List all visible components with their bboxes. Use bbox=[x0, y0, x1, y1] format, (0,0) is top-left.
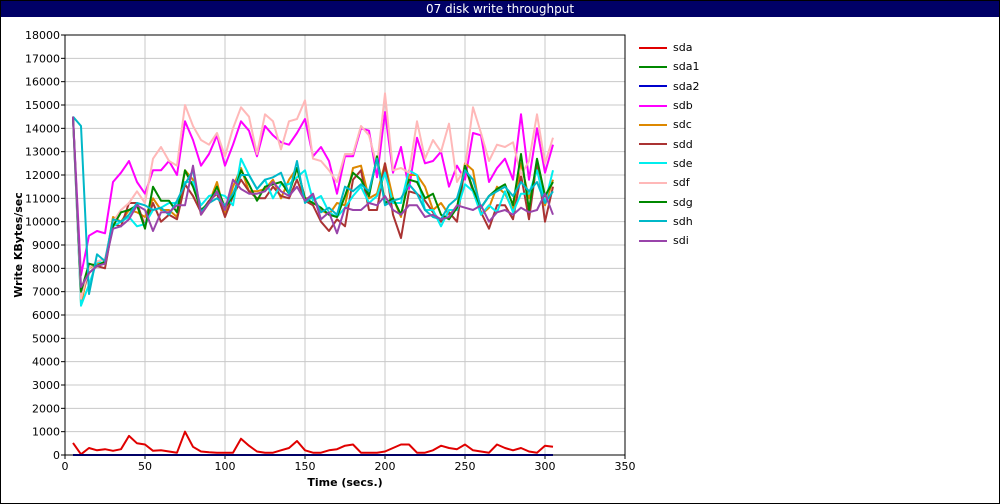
legend-label: sdd bbox=[673, 137, 693, 151]
legend-item-sda1: sda1 bbox=[639, 57, 699, 76]
series-line-sdf bbox=[72, 92, 554, 300]
y-tick-label: 10000 bbox=[25, 216, 60, 229]
legend-item-sdi: sdi bbox=[639, 231, 699, 250]
legend-item-sdf: sdf bbox=[639, 173, 699, 192]
x-tick-label: 100 bbox=[215, 460, 236, 473]
y-tick-label: 15000 bbox=[25, 99, 60, 112]
legend-swatch bbox=[639, 65, 667, 68]
x-tick-label: 150 bbox=[295, 460, 316, 473]
y-tick-label: 13000 bbox=[25, 146, 60, 159]
series-line-sda bbox=[72, 430, 554, 456]
legend-item-sdg: sdg bbox=[639, 192, 699, 211]
legend-swatch bbox=[639, 162, 667, 165]
y-tick-label: 7000 bbox=[32, 286, 60, 299]
legend: sda sda1 sda2 sdb sdc sdd sde sdf sdg sdh sdi bbox=[639, 38, 699, 250]
y-tick-label: 9000 bbox=[32, 239, 60, 252]
y-tick-label: 6000 bbox=[32, 309, 60, 322]
y-tick-label: 16000 bbox=[25, 76, 60, 89]
y-tick-label: 18000 bbox=[25, 29, 60, 42]
legend-label: sdf bbox=[673, 176, 690, 190]
y-tick-label: 1000 bbox=[32, 426, 60, 439]
y-tick-label: 12000 bbox=[25, 169, 60, 182]
legend-item-sde: sde bbox=[639, 154, 699, 173]
series-line-sdg bbox=[72, 116, 554, 293]
y-axis-label: Write KBytes/sec bbox=[12, 192, 25, 298]
y-tick-label: 3000 bbox=[32, 379, 60, 392]
legend-label: sda bbox=[673, 41, 693, 55]
x-tick-label: 0 bbox=[62, 460, 69, 473]
legend-swatch bbox=[639, 123, 667, 126]
legend-label: sdb bbox=[673, 99, 693, 113]
y-tick-label: 17000 bbox=[25, 52, 60, 65]
legend-swatch bbox=[639, 104, 667, 107]
y-tick-label: 8000 bbox=[32, 262, 60, 275]
legend-item-sdc: sdc bbox=[639, 115, 699, 134]
y-tick-label: 0 bbox=[53, 449, 60, 462]
y-tick-label: 11000 bbox=[25, 192, 60, 205]
y-tick-label: 2000 bbox=[32, 402, 60, 415]
x-tick-label: 350 bbox=[615, 460, 636, 473]
legend-item-sdb: sdb bbox=[639, 96, 699, 115]
legend-swatch bbox=[639, 143, 667, 146]
series-line-sdi bbox=[72, 116, 554, 288]
y-tick-label: 4000 bbox=[32, 356, 60, 369]
legend-label: sdg bbox=[673, 195, 693, 209]
legend-item-sda: sda bbox=[639, 38, 699, 57]
legend-label: sda2 bbox=[673, 79, 700, 93]
legend-item-sdd: sdd bbox=[639, 134, 699, 153]
x-tick-label: 300 bbox=[535, 460, 556, 473]
legend-label: sde bbox=[673, 156, 693, 170]
x-tick-label: 250 bbox=[455, 460, 476, 473]
y-tick-label: 5000 bbox=[32, 332, 60, 345]
legend-item-sdh: sdh bbox=[639, 212, 699, 231]
legend-swatch bbox=[639, 46, 667, 49]
legend-swatch bbox=[639, 239, 667, 242]
x-tick-label: 50 bbox=[138, 460, 152, 473]
legend-swatch bbox=[639, 220, 667, 223]
x-axis-label: Time (secs.) bbox=[307, 476, 382, 489]
legend-swatch bbox=[639, 85, 667, 88]
x-tick-label: 200 bbox=[375, 460, 396, 473]
legend-label: sda1 bbox=[673, 60, 700, 74]
legend-swatch bbox=[639, 201, 667, 204]
chart-title: 07 disk write throughput bbox=[1, 1, 999, 17]
legend-swatch bbox=[639, 181, 667, 184]
legend-label: sdc bbox=[673, 118, 692, 132]
plot-border bbox=[64, 34, 626, 456]
y-tick-label: 14000 bbox=[25, 122, 60, 135]
legend-label: sdh bbox=[673, 214, 693, 228]
legend-label: sdi bbox=[673, 234, 689, 248]
legend-item-sda2: sda2 bbox=[639, 77, 699, 96]
